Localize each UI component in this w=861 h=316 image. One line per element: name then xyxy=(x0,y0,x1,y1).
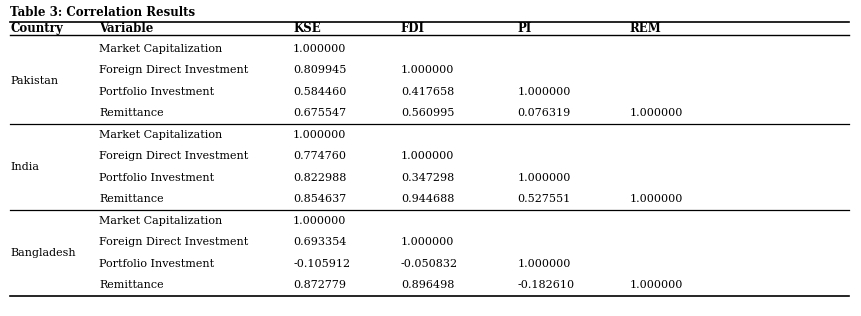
Text: 0.774760: 0.774760 xyxy=(293,151,345,161)
Text: 1.000000: 1.000000 xyxy=(400,237,454,247)
Text: 1.000000: 1.000000 xyxy=(293,44,346,54)
Text: 0.560995: 0.560995 xyxy=(400,108,454,118)
Text: 0.822988: 0.822988 xyxy=(293,173,346,183)
Text: 1.000000: 1.000000 xyxy=(400,65,454,75)
Text: FDI: FDI xyxy=(400,22,424,35)
Text: 1.000000: 1.000000 xyxy=(629,194,682,204)
Text: Foreign Direct Investment: Foreign Direct Investment xyxy=(99,65,248,75)
Text: 0.076319: 0.076319 xyxy=(517,108,570,118)
Text: 0.693354: 0.693354 xyxy=(293,237,346,247)
Text: 0.675547: 0.675547 xyxy=(293,108,346,118)
Text: Country: Country xyxy=(10,22,63,35)
Text: PI: PI xyxy=(517,22,531,35)
Text: REM: REM xyxy=(629,22,660,35)
Text: Table 3: Correlation Results: Table 3: Correlation Results xyxy=(10,6,195,19)
Text: Portfolio Investment: Portfolio Investment xyxy=(99,259,214,269)
Text: 0.527551: 0.527551 xyxy=(517,194,570,204)
Text: 0.854637: 0.854637 xyxy=(293,194,346,204)
Text: Remittance: Remittance xyxy=(99,280,164,290)
Text: -0.182610: -0.182610 xyxy=(517,280,573,290)
Text: Foreign Direct Investment: Foreign Direct Investment xyxy=(99,151,248,161)
Text: 1.000000: 1.000000 xyxy=(293,130,346,140)
Text: Portfolio Investment: Portfolio Investment xyxy=(99,87,214,97)
Text: 0.417658: 0.417658 xyxy=(400,87,454,97)
Text: Market Capitalization: Market Capitalization xyxy=(99,216,222,226)
Text: Portfolio Investment: Portfolio Investment xyxy=(99,173,214,183)
Text: -0.105912: -0.105912 xyxy=(293,259,350,269)
Text: 1.000000: 1.000000 xyxy=(293,216,346,226)
Text: KSE: KSE xyxy=(293,22,320,35)
Text: Foreign Direct Investment: Foreign Direct Investment xyxy=(99,237,248,247)
Text: 0.809945: 0.809945 xyxy=(293,65,346,75)
Text: India: India xyxy=(10,162,40,172)
Text: -0.050832: -0.050832 xyxy=(400,259,457,269)
Text: 1.000000: 1.000000 xyxy=(400,151,454,161)
Text: 0.896498: 0.896498 xyxy=(400,280,454,290)
Text: Bangladesh: Bangladesh xyxy=(10,248,76,258)
Text: 1.000000: 1.000000 xyxy=(517,87,570,97)
Text: Pakistan: Pakistan xyxy=(10,76,59,86)
Text: 1.000000: 1.000000 xyxy=(517,173,570,183)
Text: 1.000000: 1.000000 xyxy=(629,108,682,118)
Text: Market Capitalization: Market Capitalization xyxy=(99,130,222,140)
Text: 0.584460: 0.584460 xyxy=(293,87,346,97)
Text: 0.944688: 0.944688 xyxy=(400,194,454,204)
Text: 1.000000: 1.000000 xyxy=(629,280,682,290)
Text: 0.872779: 0.872779 xyxy=(293,280,345,290)
Text: 0.347298: 0.347298 xyxy=(400,173,454,183)
Text: 1.000000: 1.000000 xyxy=(517,259,570,269)
Text: Variable: Variable xyxy=(99,22,153,35)
Text: Remittance: Remittance xyxy=(99,108,164,118)
Text: Remittance: Remittance xyxy=(99,194,164,204)
Text: Market Capitalization: Market Capitalization xyxy=(99,44,222,54)
